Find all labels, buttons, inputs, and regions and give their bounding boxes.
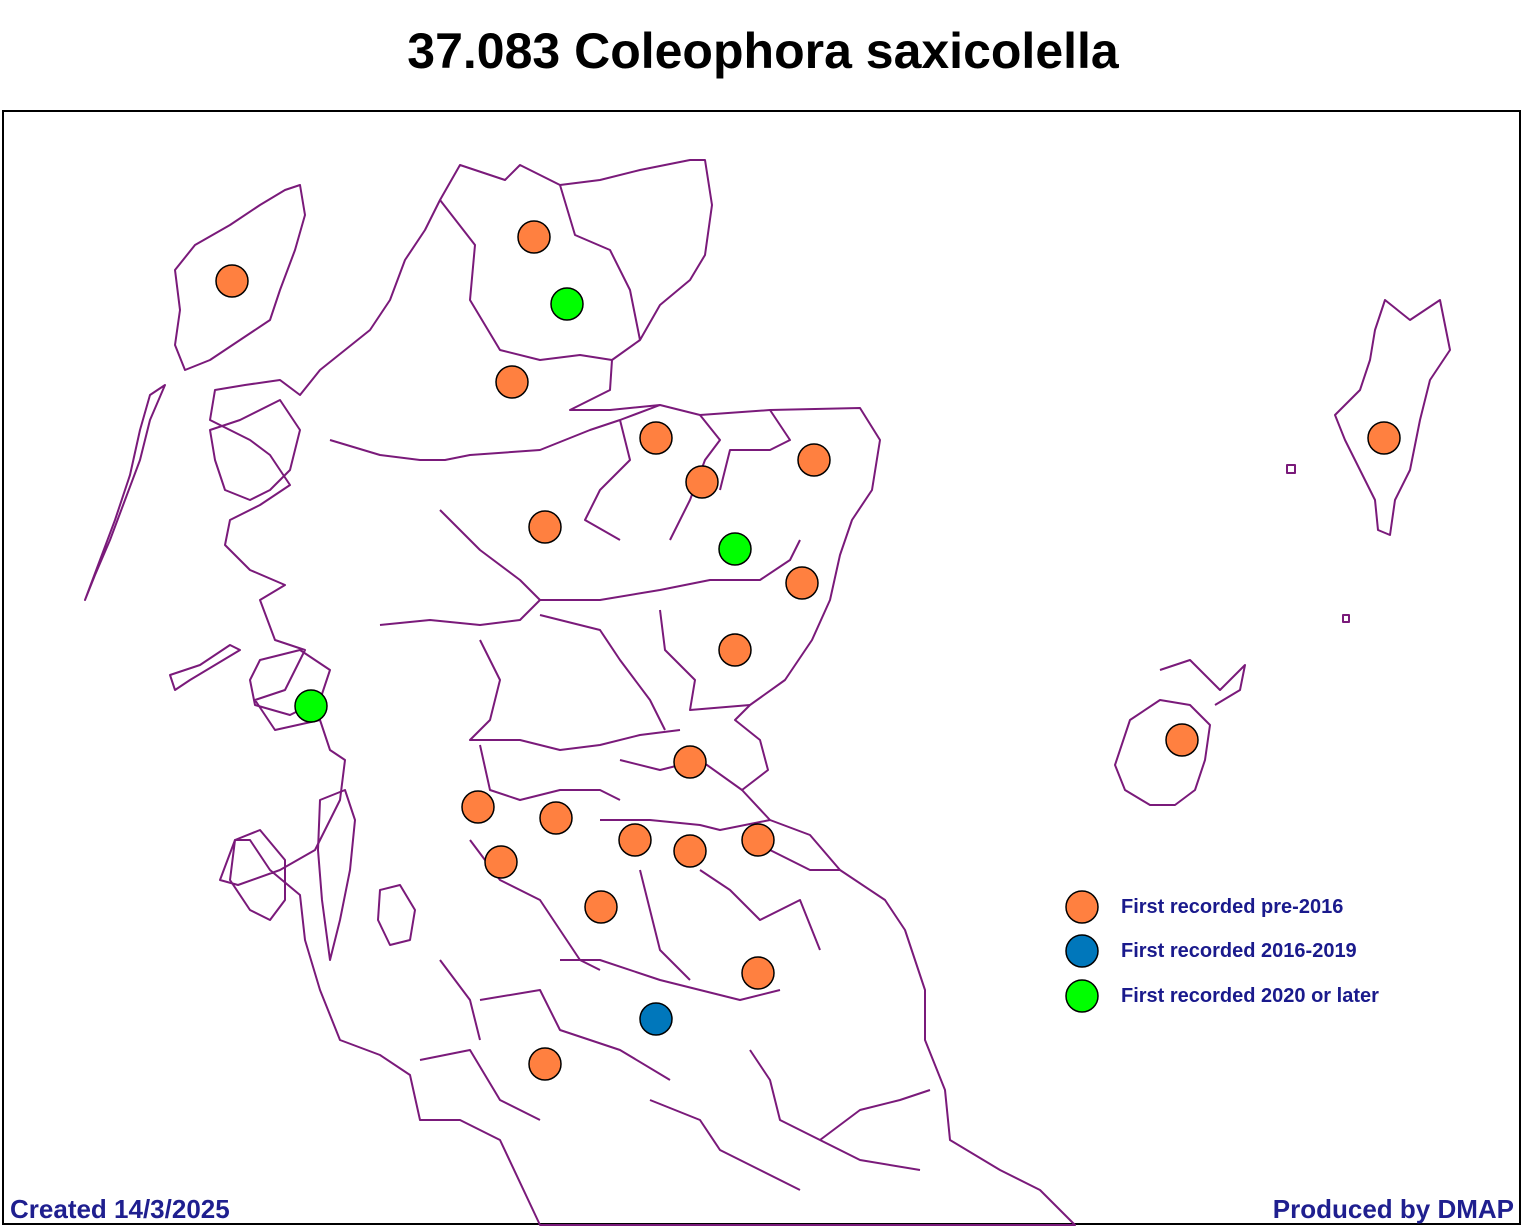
record-dot-pre2016 [1165, 723, 1199, 757]
boundary-perth-south [469, 639, 681, 751]
boundary-wigtown [419, 1049, 541, 1121]
record-markers [215, 220, 1401, 1081]
record-dot-y2020 [550, 287, 584, 321]
record-dot-y2020 [294, 689, 328, 723]
record-dot-pre2016 [741, 823, 775, 857]
legend-swatch-pre2016 [1065, 890, 1099, 924]
boundary-moray [584, 419, 631, 541]
shetland-outline [1334, 299, 1451, 536]
legend-label-pre2016: First recorded pre-2016 [1121, 896, 1343, 918]
uist-outline [84, 384, 166, 601]
arran-outline [377, 884, 416, 946]
outer-hebrides-outline [174, 184, 306, 371]
boundary-selkirk-roxburgh [699, 869, 821, 951]
boundary-banff [669, 414, 721, 541]
islay-jura-outline [229, 829, 286, 921]
record-dot-pre2016 [639, 421, 673, 455]
boundary-sutherland-caithness [559, 184, 641, 341]
scotland-mainland-outline [209, 159, 1076, 1226]
record-dot-pre2016 [517, 220, 551, 254]
record-dot-pre2016 [461, 790, 495, 824]
boundary-ross-inverness [329, 404, 661, 461]
map-title: 37.083 Coleophora saxicolella [407, 23, 1119, 79]
record-dot-y2016_2019 [639, 1002, 673, 1036]
boundary-lothians [600, 819, 771, 831]
kintyre-outline [317, 789, 356, 961]
record-dot-pre2016 [718, 633, 752, 667]
record-dot-pre2016 [618, 823, 652, 857]
record-dot-pre2016 [215, 264, 249, 298]
boundary-berwick [769, 849, 840, 871]
boundary-dumfries [560, 959, 781, 1001]
record-dot-pre2016 [1367, 421, 1401, 455]
boundary-england [749, 1049, 921, 1171]
legend-label-y2020: First recorded 2020 or later [1121, 985, 1379, 1007]
record-dot-pre2016 [528, 510, 562, 544]
skye-outline [209, 399, 301, 501]
boundary-kirkcudbright [479, 989, 671, 1081]
record-dot-pre2016 [685, 465, 719, 499]
boundary-peebles [639, 869, 691, 981]
record-dot-pre2016 [797, 443, 831, 477]
fair-isle [1286, 464, 1296, 474]
boundary-aberdeen-south [439, 509, 801, 601]
record-dot-pre2016 [673, 834, 707, 868]
legend-label-y2016_2019: First recorded 2016-2019 [1121, 940, 1357, 962]
record-dot-pre2016 [584, 890, 618, 924]
vice-county-boundaries [84, 159, 1451, 1226]
record-dot-pre2016 [785, 566, 819, 600]
boundary-ayr [439, 959, 481, 1041]
record-dot-pre2016 [741, 956, 775, 990]
foula [1342, 614, 1350, 623]
boundary-sutherland-ross [439, 199, 613, 361]
legend-swatch-y2020 [1065, 979, 1099, 1013]
boundary-northumberland [819, 1089, 931, 1141]
produced-by: Produced by DMAP [1272, 1194, 1514, 1224]
boundary-aberdeen-north [719, 409, 791, 491]
record-dot-pre2016 [673, 745, 707, 779]
record-dot-pre2016 [484, 845, 518, 879]
legend: First recorded pre-2016 First recorded 20… [1065, 890, 1379, 1013]
boundary-perth [379, 599, 541, 626]
created-date: Created 14/3/2025 [10, 1194, 230, 1224]
orkney-north-isles [1159, 659, 1246, 706]
boundary-stirling [479, 744, 621, 801]
legend-swatch-y2016_2019 [1065, 934, 1099, 968]
record-dot-pre2016 [539, 801, 573, 835]
boundary-kincardine [659, 609, 751, 711]
coll-tiree-outline [169, 644, 241, 691]
record-dot-pre2016 [528, 1047, 562, 1081]
record-dot-pre2016 [495, 365, 529, 399]
boundary-perth-angus [539, 614, 666, 731]
orkney-outline [1114, 699, 1211, 806]
record-dot-y2020 [718, 532, 752, 566]
boundary-cumbria [649, 1099, 801, 1191]
